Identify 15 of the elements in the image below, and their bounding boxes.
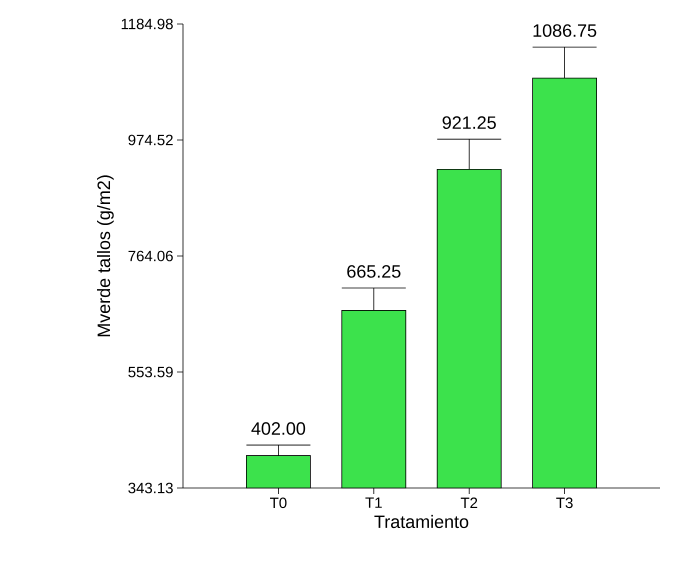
y-tick-label: 553.59 [128,366,173,378]
y-tick-label: 343.13 [128,482,173,494]
x-axis-title: Tratamiento [374,514,468,528]
x-tick-label: T0 [270,498,287,508]
y-tick-label: 974.52 [128,134,173,146]
y-axis-title: Mverde tallos (g/m2) [97,175,114,336]
x-tick-label: T2 [460,498,478,508]
x-tick-label: T3 [556,498,573,508]
data-label: 665.25 [347,265,400,278]
y-tick-label: 1184.98 [122,18,173,30]
x-tick-label: T1 [365,498,382,508]
data-label: 921.25 [442,116,496,129]
data-label: 1086.75 [534,24,596,37]
data-label: 402.00 [251,422,306,435]
y-tick-label: 764.06 [128,250,173,262]
